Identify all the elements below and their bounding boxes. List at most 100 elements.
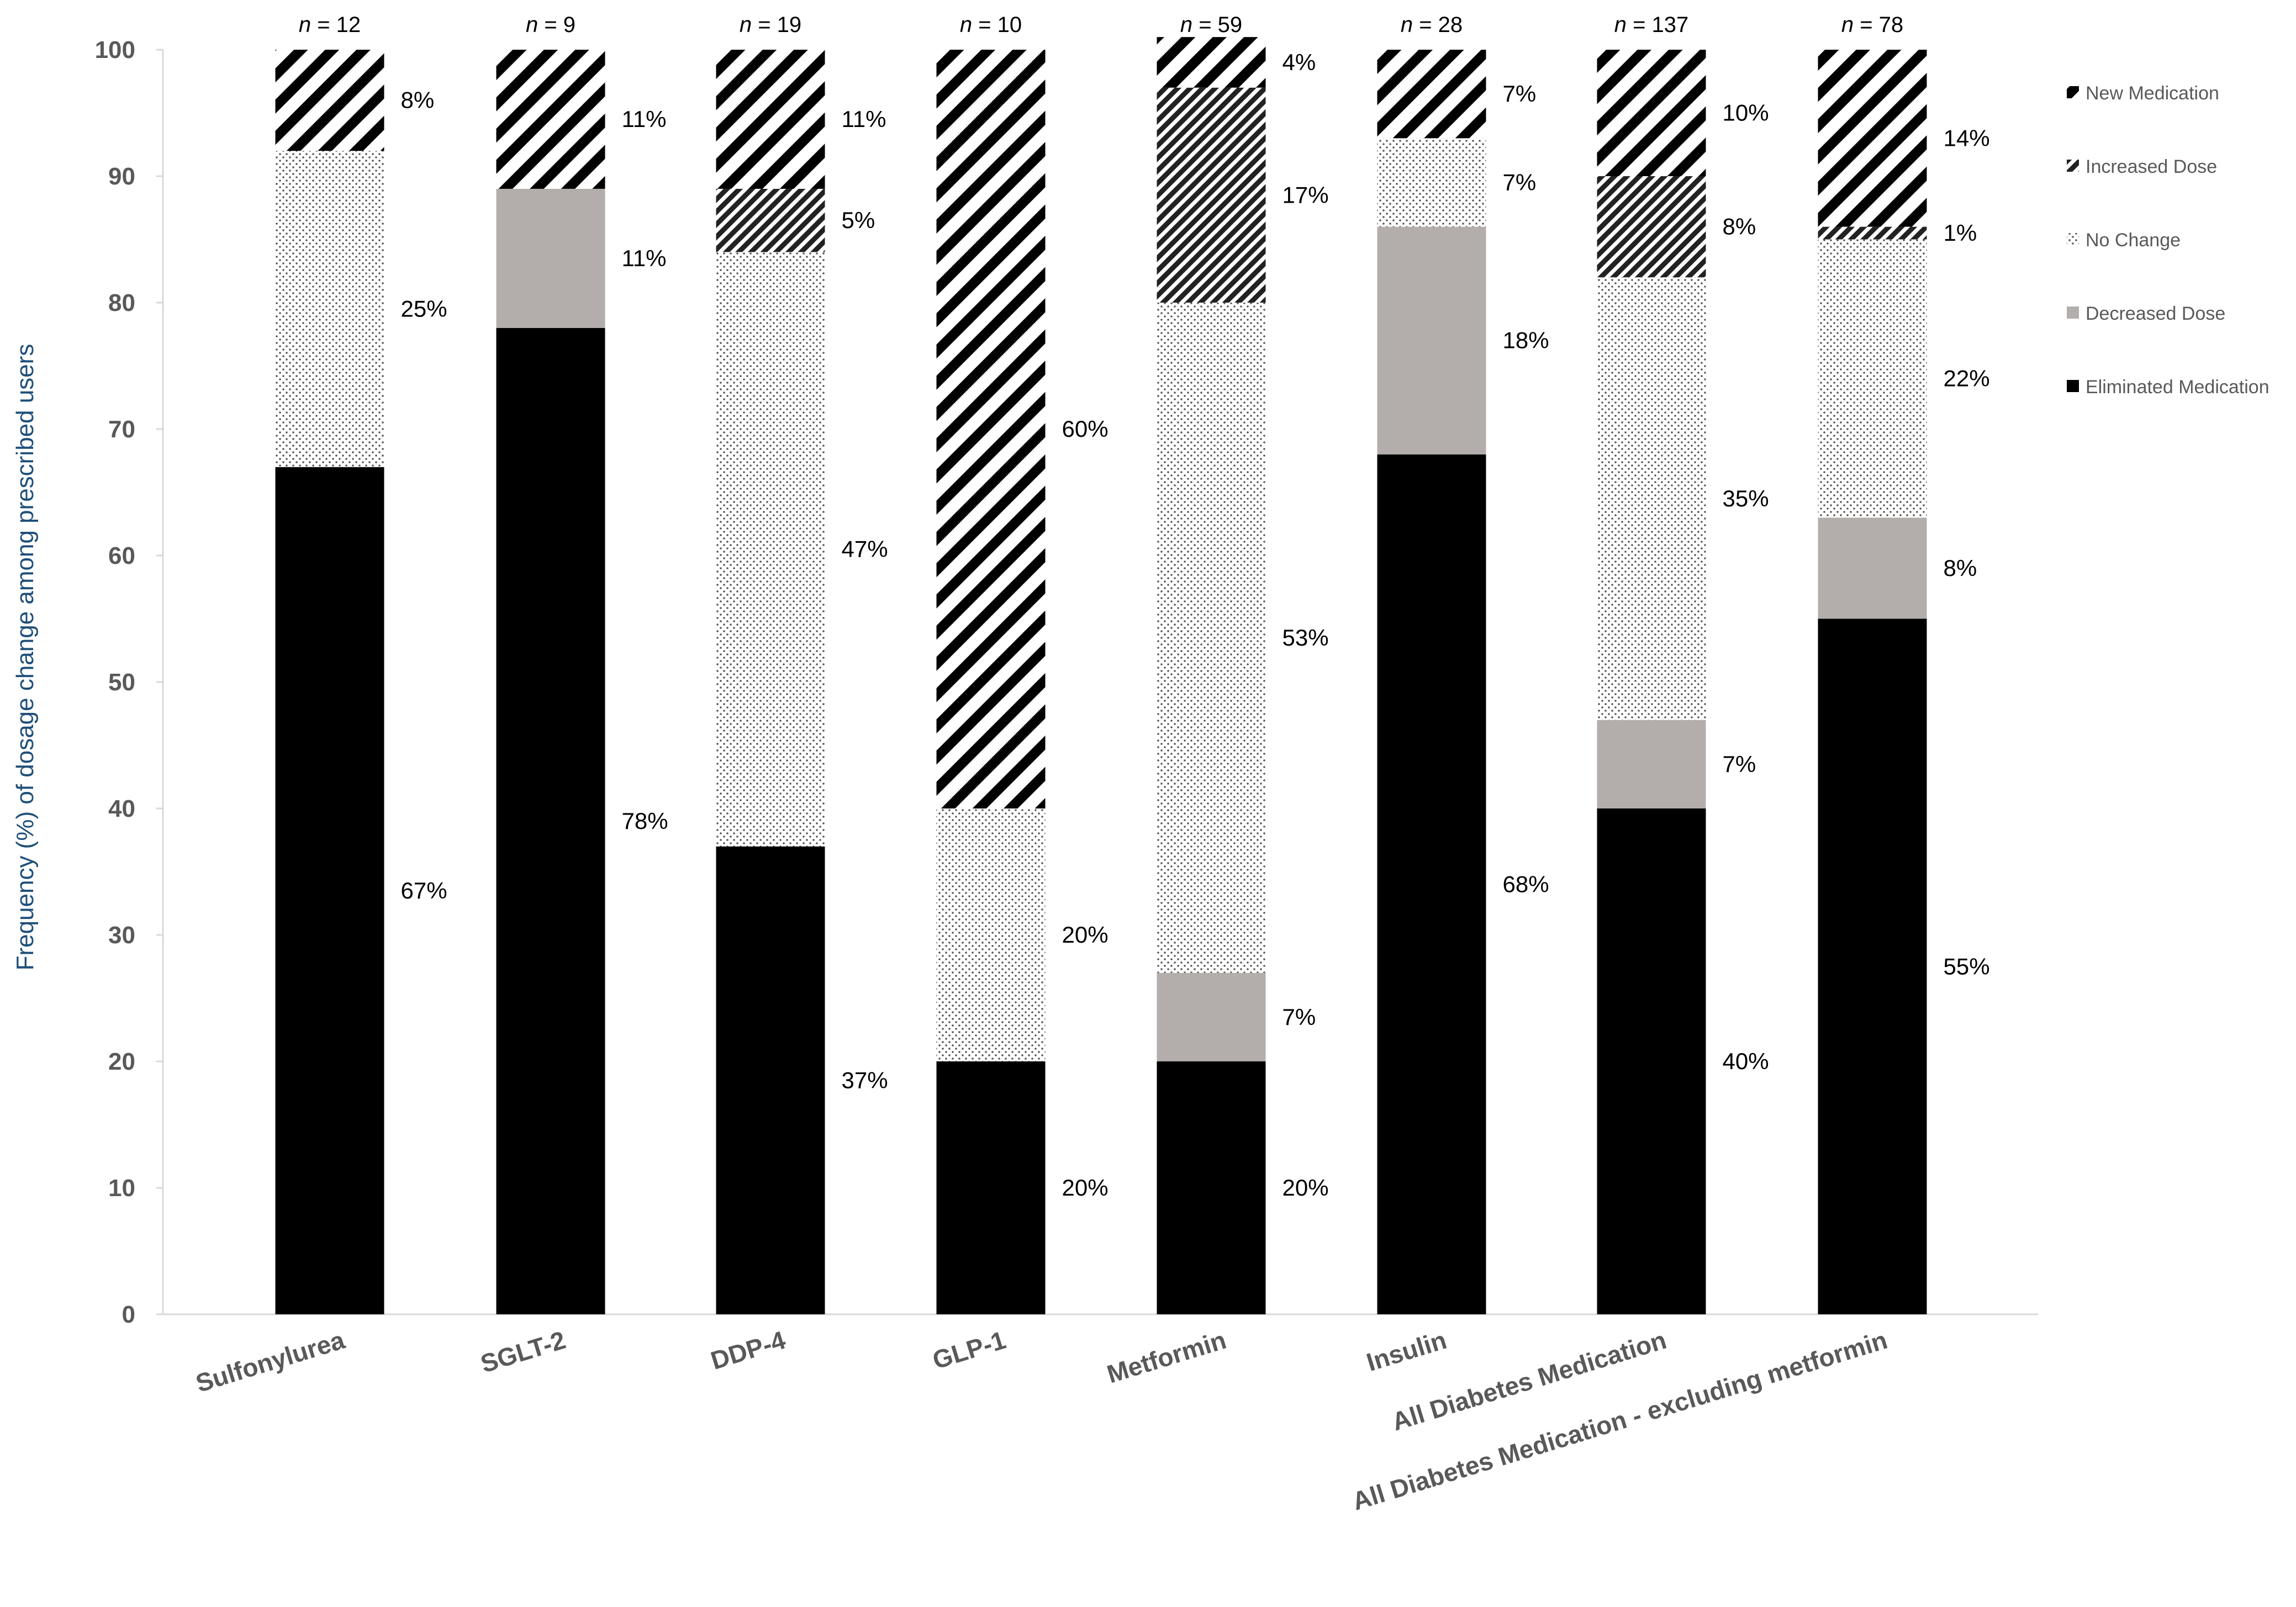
y-tick-label: 70 bbox=[108, 416, 135, 443]
legend-swatch-no-change bbox=[2067, 233, 2079, 245]
data-label-new-medication-ddp-4: 11% bbox=[842, 106, 886, 132]
legend-label-new-medication: New Medication bbox=[2086, 83, 2219, 104]
n-label-sglt-2: n = 9 bbox=[526, 13, 576, 37]
bar-segment-eliminated-medication-sulfonylurea bbox=[275, 467, 384, 1315]
n-label-ddp-4: n = 19 bbox=[740, 13, 801, 37]
data-label-new-medication-insulin: 7% bbox=[1503, 81, 1537, 107]
y-tick-label: 100 bbox=[95, 36, 135, 64]
bar-segment-new-medication-insulin bbox=[1377, 50, 1486, 139]
bar-segment-new-medication-glp-1 bbox=[936, 50, 1046, 808]
data-label-no-change-insulin: 7% bbox=[1503, 169, 1537, 195]
x-tick-label-insulin: Insulin bbox=[1363, 1325, 1450, 1377]
y-tick-label: 90 bbox=[108, 163, 135, 190]
bar-segment-new-medication-sulfonylurea bbox=[275, 50, 384, 151]
data-label-decreased-dose-all-diabetes-medication: 7% bbox=[1723, 751, 1756, 777]
x-axis-labels: Sulfonylurea SGLT-2 DDP-4 GLP-1 Metformin Ins… bbox=[192, 1325, 1891, 1516]
y-tick-label: 20 bbox=[108, 1048, 135, 1075]
data-label-eliminated-medication-insulin: 68% bbox=[1503, 871, 1549, 897]
legend-swatch-eliminated-medication bbox=[2067, 380, 2079, 392]
data-label-eliminated-medication-ddp-4: 37% bbox=[842, 1067, 888, 1093]
bar-segment-decreased-dose-sglt-2 bbox=[496, 188, 605, 328]
bar-segment-increased-dose-all-diabetes-medication-excluding-metformin bbox=[1818, 226, 1927, 240]
data-label-decreased-dose-insulin: 18% bbox=[1503, 327, 1549, 353]
legend-label-decreased-dose: Decreased Dose bbox=[2086, 303, 2225, 324]
data-label-new-medication-sulfonylurea: 8% bbox=[401, 87, 435, 113]
bar-segment-no-change-glp-1 bbox=[936, 808, 1046, 1061]
legend-label-no-change: No Change bbox=[2086, 230, 2181, 251]
bar-segment-no-change-all-diabetes-medication-excluding-metformin bbox=[1818, 239, 1927, 518]
bar-segment-decreased-dose-all-diabetes-medication-excluding-metformin bbox=[1818, 517, 1927, 619]
data-label-no-change-metformin: 53% bbox=[1282, 625, 1329, 651]
y-tick-label: 50 bbox=[108, 669, 135, 696]
n-label-metformin: n = 59 bbox=[1180, 13, 1242, 37]
x-tick-label-sglt-2: SGLT-2 bbox=[477, 1325, 569, 1378]
y-tick-label: 30 bbox=[108, 922, 135, 949]
legend-swatch-increased-dose bbox=[2067, 160, 2079, 172]
data-label-increased-dose-all-diabetes-medication-excluding-metformin: 1% bbox=[1944, 220, 1977, 246]
data-label-eliminated-medication-glp-1: 20% bbox=[1062, 1175, 1109, 1201]
bar-segment-new-medication-sglt-2 bbox=[496, 50, 605, 189]
data-label-no-change-sulfonylurea: 25% bbox=[401, 295, 447, 321]
bar-segment-eliminated-medication-all-diabetes-medication bbox=[1597, 808, 1706, 1314]
y-tick-label: 60 bbox=[108, 542, 135, 569]
legend-label-increased-dose: Increased Dose bbox=[2086, 156, 2217, 177]
bar-segment-no-change-all-diabetes-medication bbox=[1597, 277, 1706, 720]
bar-segment-no-change-sulfonylurea bbox=[275, 151, 384, 467]
bar-segment-eliminated-medication-all-diabetes-medication-excluding-metformin bbox=[1818, 619, 1927, 1314]
y-tick-label: 10 bbox=[108, 1175, 135, 1202]
data-label-eliminated-medication-all-diabetes-medication: 40% bbox=[1723, 1048, 1769, 1074]
x-tick-label-glp-1: GLP-1 bbox=[929, 1325, 1009, 1375]
data-labels: 67% 25% 8% 78% 11% 11% 37% 47% 5% 11% 20% 20% 60% 20%… bbox=[401, 49, 1990, 1201]
x-tick-label-sulfonylurea: Sulfonylurea bbox=[192, 1325, 348, 1398]
n-labels: n = 12 n = 9 n = 19 n = 10 n = 59 n = 28 n = 1… bbox=[299, 13, 1903, 37]
data-label-eliminated-medication-sulfonylurea: 67% bbox=[401, 877, 447, 903]
bar-segment-no-change-metformin bbox=[1157, 303, 1266, 973]
bar-segment-eliminated-medication-ddp-4 bbox=[716, 846, 825, 1314]
bar-segment-new-medication-metformin bbox=[1157, 37, 1266, 88]
legend-swatch-new-medication bbox=[2067, 86, 2079, 98]
data-label-new-medication-all-diabetes-medication: 10% bbox=[1723, 100, 1769, 126]
data-label-no-change-glp-1: 20% bbox=[1062, 922, 1109, 948]
n-label-sulfonylurea: n = 12 bbox=[299, 13, 361, 37]
x-tick-label-ddp-4: DDP-4 bbox=[708, 1325, 789, 1375]
bar-segment-decreased-dose-metformin bbox=[1157, 972, 1266, 1061]
bar-segment-no-change-ddp-4 bbox=[716, 252, 825, 847]
n-label-all-diabetes-medication-excluding-metformin: n = 78 bbox=[1841, 13, 1903, 37]
bar-segment-decreased-dose-insulin bbox=[1377, 226, 1486, 454]
legend-label-eliminated-medication: Eliminated Medication bbox=[2086, 377, 2269, 398]
legend-swatch-decreased-dose bbox=[2067, 306, 2079, 319]
bar-segment-eliminated-medication-metformin bbox=[1157, 1061, 1266, 1314]
data-label-no-change-ddp-4: 47% bbox=[842, 536, 888, 562]
data-label-decreased-dose-all-diabetes-medication-excluding-metformin: 8% bbox=[1944, 555, 1977, 581]
bar-segment-increased-dose-metformin bbox=[1157, 87, 1266, 303]
y-axis-ticks: 0 10 20 30 40 50 60 70 80 90 100 bbox=[95, 36, 163, 1328]
data-label-decreased-dose-metformin: 7% bbox=[1282, 1004, 1316, 1030]
bar-segment-new-medication-all-diabetes-medication-excluding-metformin bbox=[1818, 50, 1927, 227]
data-label-eliminated-medication-sglt-2: 78% bbox=[622, 808, 668, 834]
data-label-eliminated-medication-all-diabetes-medication-excluding-metformin: 55% bbox=[1944, 953, 1990, 979]
x-tick-label-metformin: Metformin bbox=[1104, 1325, 1229, 1389]
n-label-all-diabetes-medication: n = 137 bbox=[1614, 13, 1689, 37]
data-label-eliminated-medication-metformin: 20% bbox=[1282, 1175, 1329, 1201]
data-label-increased-dose-metformin: 17% bbox=[1282, 182, 1329, 208]
data-label-new-medication-glp-1: 60% bbox=[1062, 416, 1109, 442]
n-label-insulin: n = 28 bbox=[1401, 13, 1463, 37]
data-label-no-change-all-diabetes-medication: 35% bbox=[1723, 485, 1769, 511]
data-label-new-medication-metformin: 4% bbox=[1282, 49, 1316, 75]
bar-segment-eliminated-medication-insulin bbox=[1377, 454, 1486, 1314]
bar-segment-no-change-insulin bbox=[1377, 138, 1486, 227]
legend: New Medication Increased Dose No Change Dec… bbox=[2067, 83, 2269, 398]
bar-segment-new-medication-all-diabetes-medication bbox=[1597, 50, 1706, 176]
y-axis-label: Frequency (%) of dosage change among pre… bbox=[12, 344, 39, 971]
bar-segment-eliminated-medication-sglt-2 bbox=[496, 327, 605, 1314]
bar-segment-increased-dose-all-diabetes-medication bbox=[1597, 176, 1706, 278]
data-label-new-medication-all-diabetes-medication-excluding-metformin: 14% bbox=[1944, 125, 1990, 151]
data-label-increased-dose-ddp-4: 5% bbox=[842, 207, 875, 233]
data-label-decreased-dose-sglt-2: 11% bbox=[622, 245, 667, 271]
n-label-glp-1: n = 10 bbox=[960, 13, 1022, 37]
data-label-no-change-all-diabetes-medication-excluding-metformin: 22% bbox=[1944, 365, 1990, 391]
data-label-new-medication-sglt-2: 11% bbox=[622, 106, 667, 132]
bar-segment-decreased-dose-all-diabetes-medication bbox=[1597, 720, 1706, 808]
bar-segment-new-medication-ddp-4 bbox=[716, 50, 825, 189]
